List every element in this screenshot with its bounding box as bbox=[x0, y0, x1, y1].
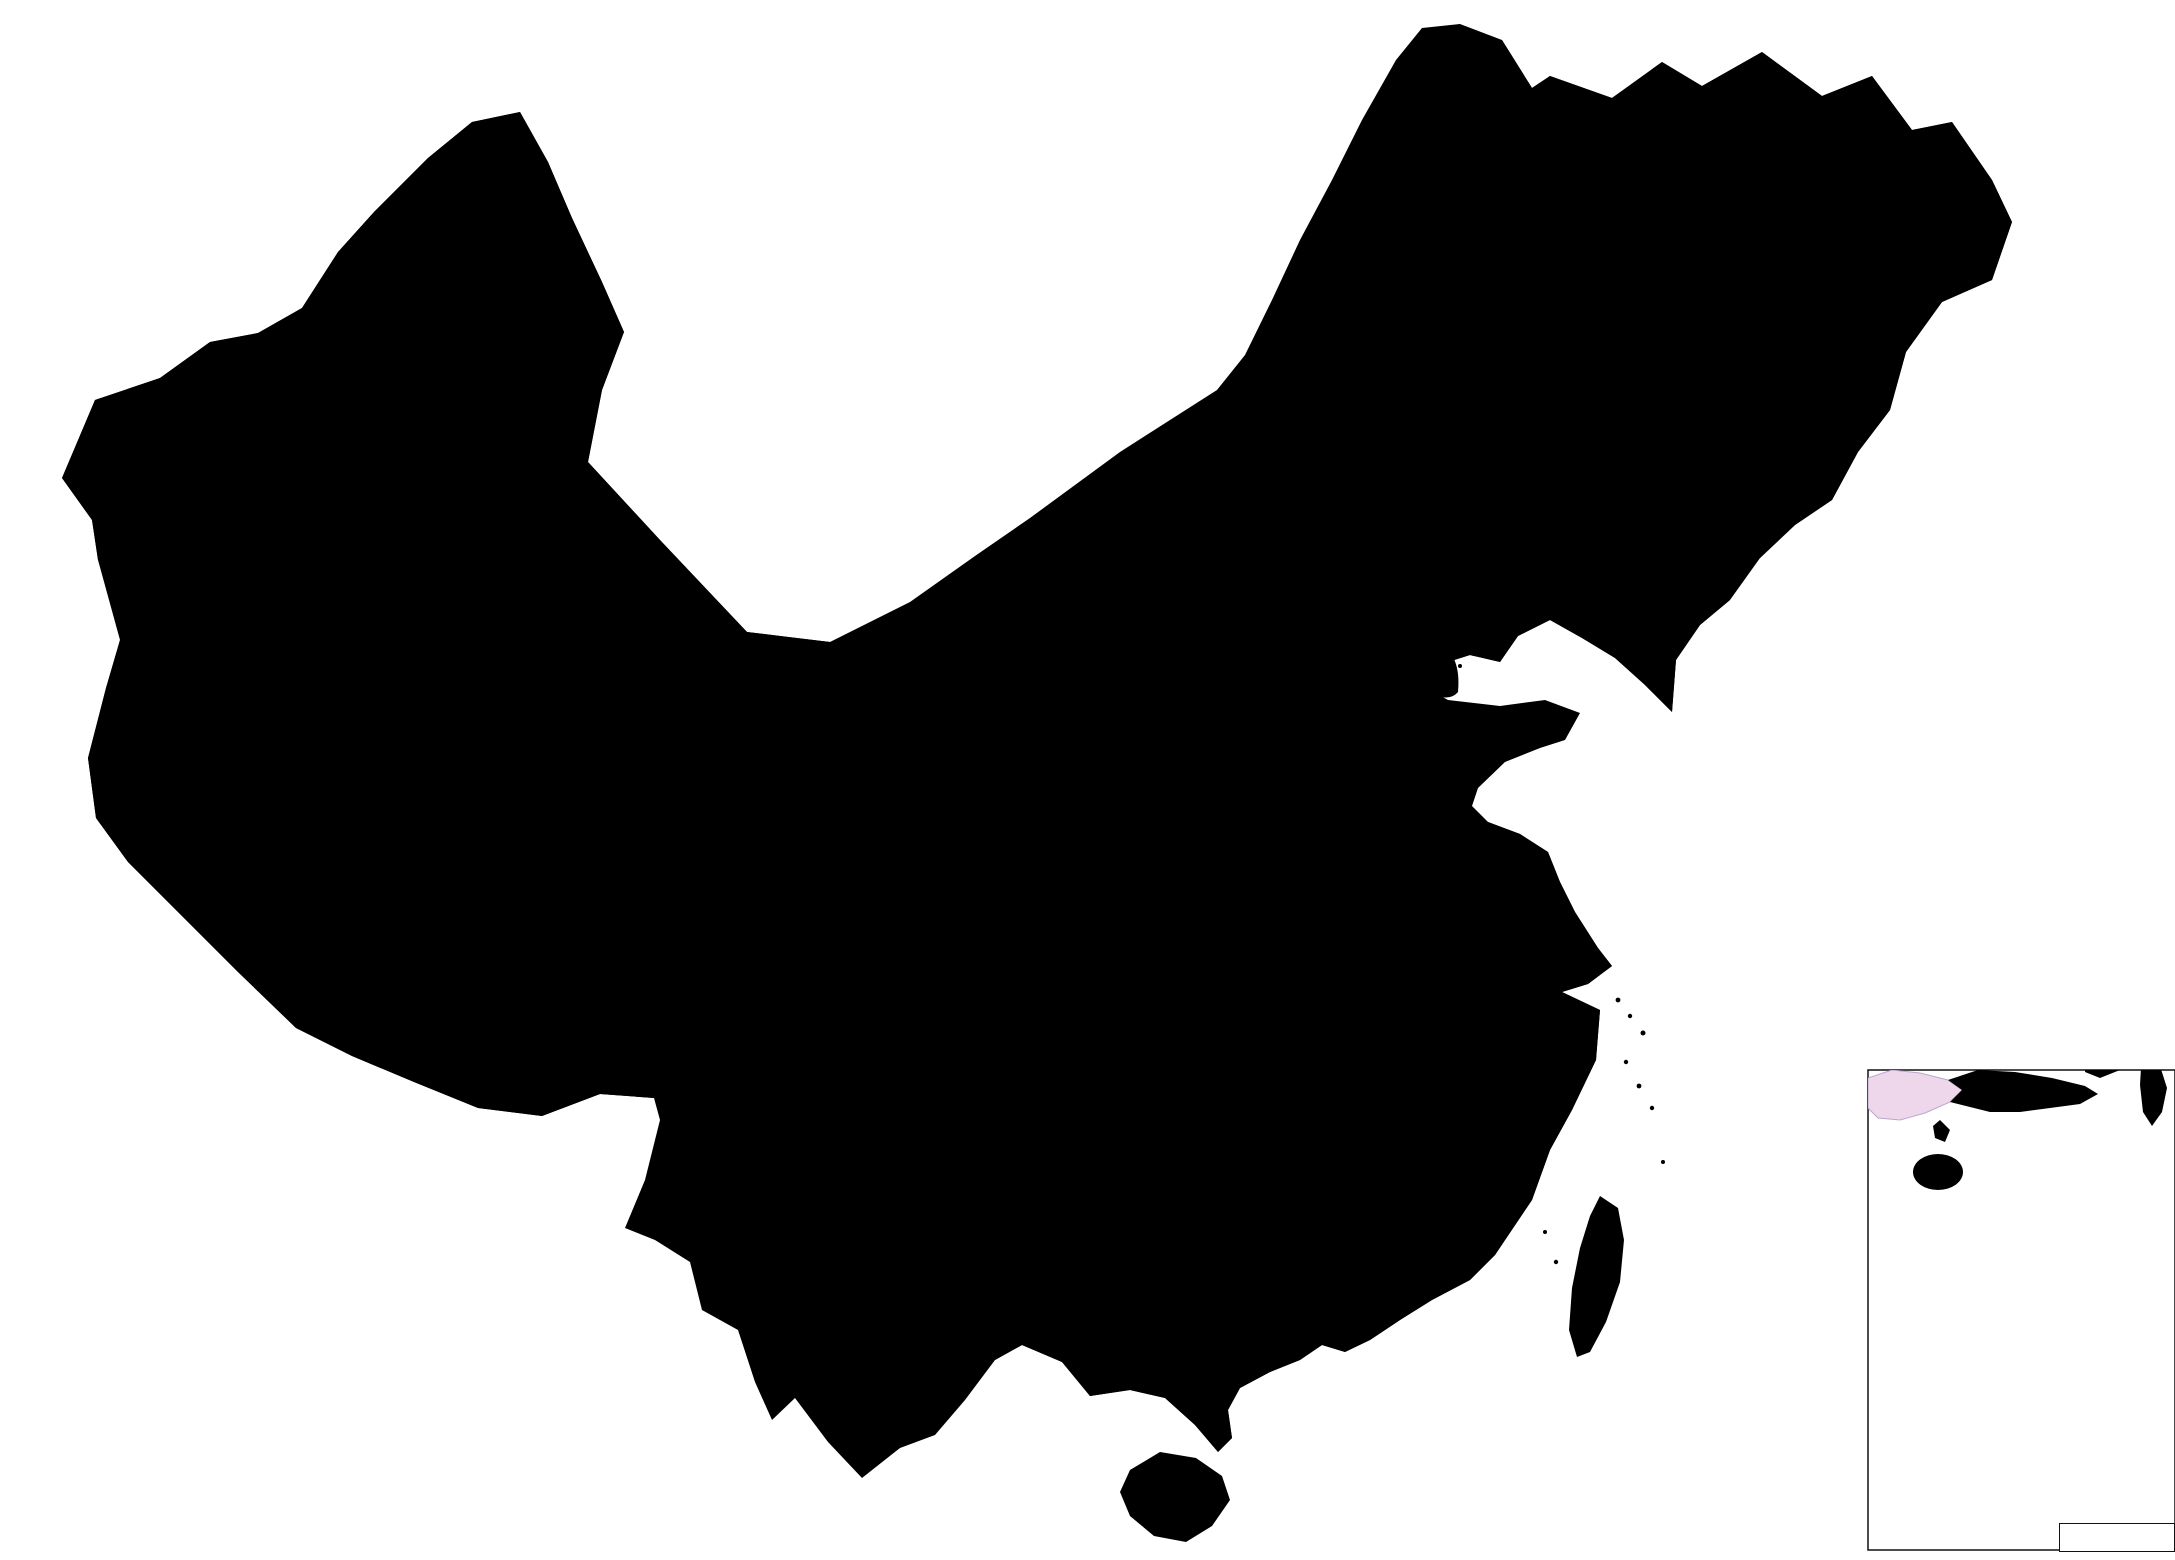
province-shanxi bbox=[1192, 590, 1298, 782]
inset-taiwan bbox=[2140, 1070, 2167, 1126]
province-shaanxi bbox=[1082, 610, 1238, 912]
province-gansu bbox=[588, 462, 1158, 892]
inset-leizhou bbox=[1933, 1120, 1950, 1142]
inset-south-china-sea bbox=[1867, 1069, 2175, 1551]
province-ningxia bbox=[1002, 632, 1080, 802]
bohai-sea bbox=[1419, 498, 1503, 698]
province-taiwan bbox=[1569, 1196, 1624, 1357]
province-sichuan bbox=[706, 800, 1100, 1112]
inset-frame bbox=[1867, 1069, 2175, 1551]
province-hainan bbox=[1120, 1452, 1230, 1542]
province-xizang bbox=[88, 625, 758, 1116]
province-guizhou bbox=[948, 1102, 1162, 1242]
province-chongqing bbox=[1024, 948, 1160, 1092]
inset-fujian bbox=[2085, 1070, 2120, 1078]
province-henan bbox=[1205, 722, 1404, 983]
inset-scale-box bbox=[2059, 1523, 2175, 1552]
coastal-islets bbox=[1440, 638, 1665, 1265]
province-heilongjiang bbox=[1470, 40, 2012, 452]
island-provinces bbox=[1120, 1196, 1624, 1542]
lakes bbox=[253, 300, 1837, 1085]
province-qinghai bbox=[655, 625, 1040, 886]
province-xinjiang bbox=[62, 112, 660, 700]
region-southeast-navy bbox=[962, 822, 1612, 1452]
provinces bbox=[62, 40, 2012, 1452]
inset-guangdong bbox=[1948, 1070, 2098, 1112]
municipality-beijing bbox=[1340, 572, 1398, 636]
municipality-tianjin bbox=[1390, 600, 1428, 678]
province-liaoning bbox=[1442, 442, 1730, 712]
inset-hainan bbox=[1913, 1154, 1963, 1190]
province-jilin bbox=[1486, 334, 1858, 585]
